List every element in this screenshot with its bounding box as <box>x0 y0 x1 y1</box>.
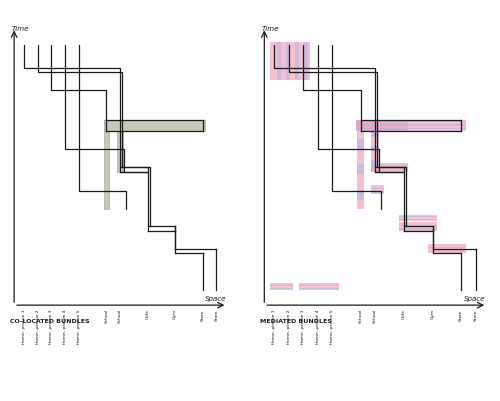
Text: Café: Café <box>146 308 150 318</box>
Bar <box>356 122 466 123</box>
Bar <box>295 43 299 80</box>
Text: Store: Store <box>474 308 478 320</box>
Bar <box>400 215 437 221</box>
Text: Store: Store <box>459 308 463 320</box>
Bar <box>370 185 384 194</box>
Bar <box>400 225 437 227</box>
Text: Home, person 4: Home, person 4 <box>63 308 67 343</box>
Text: Home, person 4: Home, person 4 <box>316 308 320 343</box>
Text: School: School <box>373 308 377 323</box>
Bar <box>356 129 408 131</box>
Bar <box>372 161 378 167</box>
Bar <box>270 286 293 287</box>
Bar <box>400 219 437 220</box>
Bar <box>356 120 466 132</box>
Bar <box>286 43 290 80</box>
Text: Space: Space <box>464 295 485 301</box>
Text: Store: Store <box>200 308 204 320</box>
Bar <box>299 288 339 290</box>
Bar <box>428 251 466 252</box>
Bar <box>299 286 339 287</box>
Text: School: School <box>118 308 122 323</box>
Text: Home, person 5: Home, person 5 <box>77 308 81 343</box>
Text: Home, person 1: Home, person 1 <box>272 308 276 343</box>
Text: Gym: Gym <box>173 308 177 318</box>
Bar <box>356 125 408 127</box>
Text: Home, person 1: Home, person 1 <box>22 308 26 343</box>
Text: Time: Time <box>12 26 29 32</box>
Bar <box>356 125 466 126</box>
Bar <box>117 120 123 172</box>
Bar <box>104 120 206 132</box>
Bar <box>270 283 293 291</box>
Bar <box>370 170 408 171</box>
Text: CO-LOCATED BUNDLES: CO-LOCATED BUNDLES <box>10 318 90 324</box>
Text: School: School <box>104 308 108 323</box>
Bar <box>277 43 281 80</box>
Bar <box>270 288 293 290</box>
Text: Home, person 3: Home, person 3 <box>301 308 305 343</box>
Bar <box>299 283 339 291</box>
Bar <box>370 188 384 190</box>
Bar <box>356 122 408 132</box>
Bar <box>104 120 109 209</box>
Text: Time: Time <box>262 26 280 32</box>
Text: Store: Store <box>214 308 218 320</box>
Text: Home, person 2: Home, person 2 <box>36 308 40 343</box>
Bar <box>400 223 437 231</box>
Bar <box>400 217 437 218</box>
Bar <box>357 120 364 209</box>
Bar <box>356 128 466 130</box>
Bar <box>372 132 378 137</box>
Text: Café: Café <box>402 308 406 318</box>
Bar <box>304 43 308 80</box>
Text: Space: Space <box>204 295 226 301</box>
Text: MEDIATED BUNDLES: MEDIATED BUNDLES <box>260 318 332 324</box>
Text: School: School <box>358 308 362 323</box>
Bar <box>428 247 466 249</box>
Text: Gym: Gym <box>430 308 434 318</box>
Text: Home, person 3: Home, person 3 <box>49 308 53 343</box>
Bar <box>372 146 378 152</box>
Bar <box>270 43 310 80</box>
Bar <box>357 190 364 200</box>
Bar <box>357 139 364 150</box>
Bar <box>370 192 384 193</box>
Text: Home, person 2: Home, person 2 <box>287 308 291 343</box>
Text: Home, person 5: Home, person 5 <box>330 308 334 343</box>
Bar <box>400 229 437 230</box>
Bar <box>428 245 466 253</box>
Bar <box>357 165 364 175</box>
Bar <box>370 166 408 167</box>
Bar <box>370 163 408 172</box>
Bar <box>372 120 378 172</box>
